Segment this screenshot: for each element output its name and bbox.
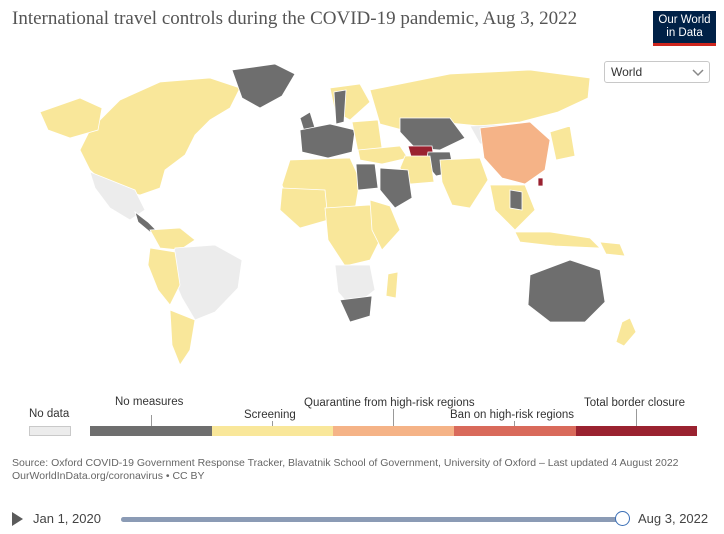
country-arabia[interactable]: [379, 167, 413, 209]
country-kazakhstan-central-asia[interactable]: [399, 117, 466, 151]
timeline-end-label[interactable]: Aug 3, 2022: [638, 511, 709, 526]
world-map[interactable]: [10, 60, 650, 380]
legend-label-screening: Screening: [244, 409, 296, 421]
legend-label-quarantine: Quarantine from high-risk regions: [304, 397, 475, 409]
legend-tick: [636, 409, 637, 426]
legend-swatch-no-data[interactable]: [29, 426, 71, 436]
country-central-america[interactable]: [134, 210, 157, 233]
legend-swatch-ban[interactable]: [454, 426, 576, 436]
legend-swatch-screening[interactable]: [212, 426, 333, 436]
country-indochina[interactable]: [509, 189, 523, 211]
timeline: Jan 1, 2020 Aug 3, 2022: [0, 506, 724, 532]
chevron-down-icon: [692, 69, 704, 77]
country-greenland[interactable]: [231, 63, 296, 109]
timeline-handle[interactable]: [615, 511, 630, 526]
source-link[interactable]: OurWorldInData.org/coronavirus • CC BY: [12, 469, 205, 482]
logo-line-1: Our World: [658, 14, 711, 26]
legend-label-no-measures: No measures: [115, 396, 184, 408]
country-colombia-venezuela[interactable]: [149, 227, 196, 251]
region-selector[interactable]: World: [604, 61, 710, 83]
country-korea-japan[interactable]: [549, 125, 576, 161]
country-mexico[interactable]: [89, 171, 146, 221]
play-icon[interactable]: [12, 512, 23, 526]
legend-swatch-no-measures[interactable]: [90, 426, 212, 436]
legend-tick: [272, 421, 273, 426]
legend-tick: [514, 421, 515, 426]
country-australia[interactable]: [527, 259, 606, 323]
country-egypt[interactable]: [355, 163, 379, 191]
legend-tick: [393, 409, 394, 426]
legend-label-closure: Total border closure: [584, 397, 685, 409]
country-madagascar[interactable]: [385, 271, 399, 299]
legend-tick: [151, 415, 152, 426]
timeline-track[interactable]: [121, 511, 630, 526]
legend-label-ban: Ban on high-risk regions: [450, 409, 575, 421]
country-peru-bolivia[interactable]: [147, 247, 181, 306]
country-india[interactable]: [439, 157, 489, 209]
country-alaska[interactable]: [39, 97, 103, 139]
legend-label-no-data: No data: [29, 408, 70, 420]
country-shapes: [39, 63, 637, 366]
country-west-africa[interactable]: [279, 187, 329, 229]
timeline-fill: [121, 517, 623, 522]
country-turkey-caucasus[interactable]: [357, 145, 409, 165]
country-brazil[interactable]: [169, 244, 243, 321]
country-china[interactable]: [479, 121, 551, 185]
chart-title: International travel controls during the…: [12, 8, 578, 29]
country-new-zealand[interactable]: [615, 317, 637, 347]
country-eastern-europe[interactable]: [351, 119, 383, 153]
owid-logo[interactable]: Our World in Data: [653, 11, 716, 46]
country-western-europe[interactable]: [299, 123, 356, 159]
country-east-africa[interactable]: [369, 199, 401, 251]
legend-swatch-quarantine[interactable]: [333, 426, 454, 436]
country-south-africa[interactable]: [339, 295, 373, 323]
timeline-start-label[interactable]: Jan 1, 2020: [33, 511, 101, 526]
source-note: Source: Oxford COVID-19 Government Respo…: [12, 457, 712, 482]
country-indonesia[interactable]: [514, 231, 602, 249]
logo-line-2: in Data: [666, 27, 703, 39]
legend-swatch-closure[interactable]: [576, 426, 697, 436]
country-sweden[interactable]: [333, 89, 347, 125]
country-papua[interactable]: [599, 241, 626, 257]
region-selector-value: World: [611, 65, 643, 79]
country-taiwan[interactable]: [537, 177, 544, 187]
source-line: Source: Oxford COVID-19 Government Respo…: [12, 457, 679, 469]
country-southern-cone[interactable]: [169, 309, 196, 366]
